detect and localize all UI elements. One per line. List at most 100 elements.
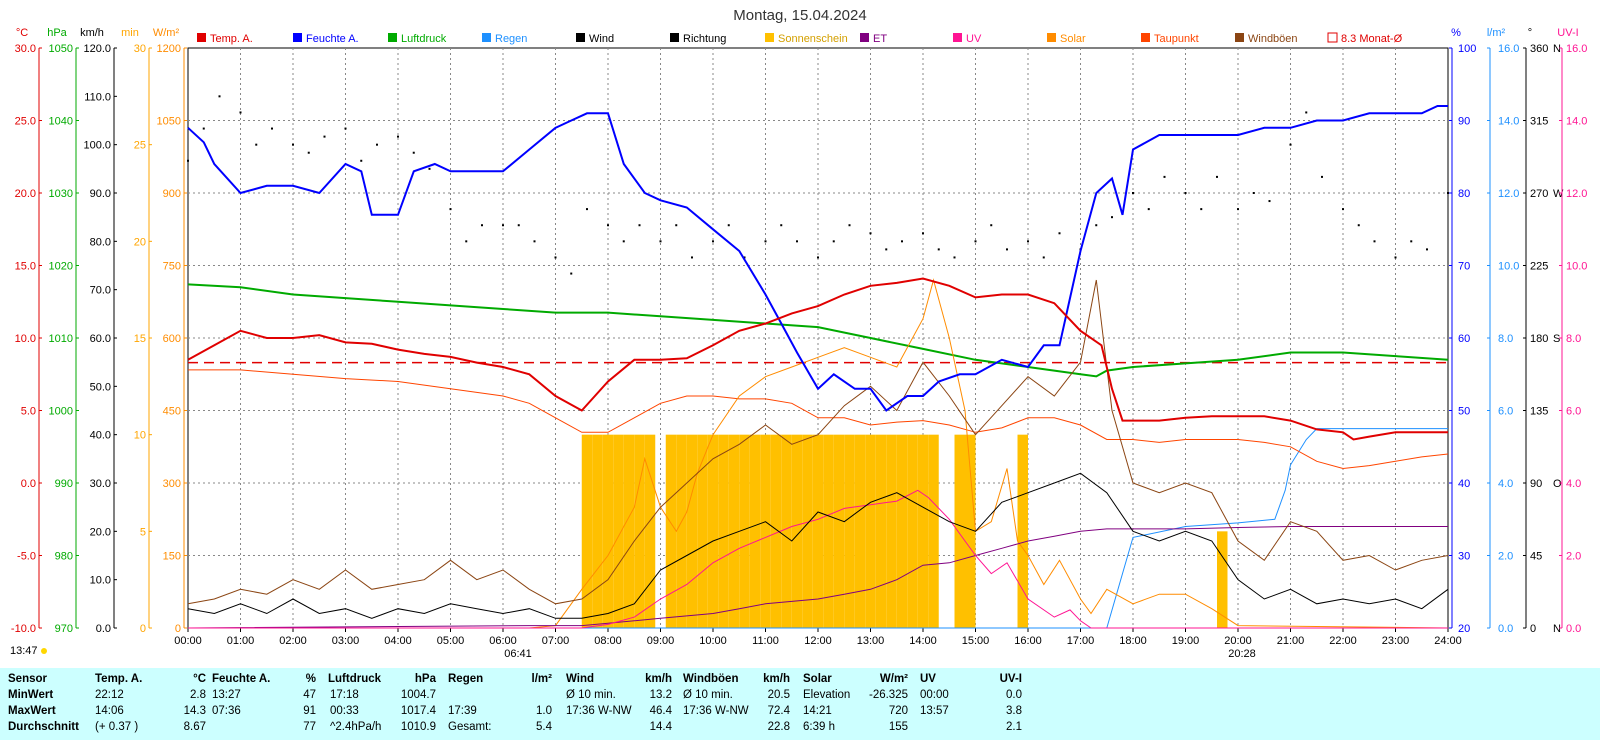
stats-cell-value: 8.67 bbox=[183, 721, 206, 733]
direction-point bbox=[1342, 208, 1344, 211]
direction-point bbox=[1042, 256, 1045, 259]
direction-point bbox=[1184, 192, 1187, 194]
axis-tick-label: 900 bbox=[163, 188, 181, 200]
legend-swatch bbox=[293, 33, 302, 42]
stats-cell-time: 6:39 h bbox=[803, 721, 835, 733]
series-feuchte-a bbox=[187, 105, 1448, 412]
stats-cell-value: 1017.4 bbox=[400, 705, 436, 717]
stats-group-unit: km/h bbox=[763, 673, 790, 685]
direction-point bbox=[817, 256, 819, 259]
compass-label: W bbox=[1553, 188, 1564, 200]
legend-item: Luftdruck bbox=[388, 33, 447, 45]
direction-point bbox=[922, 232, 924, 235]
axis-tick-label: 180 bbox=[1530, 333, 1548, 345]
stats-cell-value: 1004.7 bbox=[400, 689, 436, 701]
stats-cell-value: 155 bbox=[888, 721, 908, 733]
stats-group-unit: hPa bbox=[414, 673, 436, 685]
direction-point bbox=[1426, 248, 1428, 251]
x-tick-label: 19:00 bbox=[1172, 635, 1200, 647]
stats-cell-value: 0.0 bbox=[1006, 689, 1022, 701]
x-tick-label: 22:00 bbox=[1329, 635, 1357, 647]
direction-point bbox=[271, 127, 273, 130]
sunshine-bar bbox=[770, 434, 782, 628]
legend-item: Regen bbox=[482, 33, 527, 45]
stats-cell-time: 22:12 bbox=[95, 689, 124, 701]
legend-label: Feuchte A. bbox=[306, 33, 359, 45]
legend-label: 8.3 Monat-Ø bbox=[1341, 33, 1403, 45]
direction-point bbox=[1027, 240, 1029, 243]
direction-point bbox=[937, 248, 940, 251]
sunshine-bar bbox=[728, 434, 740, 628]
direction-point bbox=[1006, 248, 1008, 251]
sunshine-bar bbox=[781, 434, 792, 628]
axis-unit: W/m² bbox=[153, 27, 180, 39]
stats-cell-value: 72.4 bbox=[767, 705, 790, 717]
axis-tick-label: 970 bbox=[55, 623, 73, 635]
legend-item: Windböen bbox=[1235, 33, 1298, 45]
sunshine-bar bbox=[812, 434, 824, 628]
legend-label: Temp. A. bbox=[210, 33, 253, 45]
series-luftdruck bbox=[187, 283, 1449, 378]
axis-tick-label: 2.0 bbox=[1498, 551, 1513, 563]
compass-label: S bbox=[1553, 333, 1560, 345]
direction-point bbox=[1410, 240, 1413, 243]
axis-unit: km/h bbox=[80, 27, 104, 39]
x-tick-label: 04:00 bbox=[384, 635, 412, 647]
series-regen bbox=[188, 428, 1448, 629]
stats-group-title: Feuchte A. bbox=[212, 673, 271, 685]
x-tick-label: 20:00 bbox=[1224, 635, 1252, 647]
direction-point bbox=[1095, 224, 1098, 227]
x-tick-label: 05:00 bbox=[437, 635, 465, 647]
x-tick-label: 03:00 bbox=[332, 635, 360, 647]
axis-tick-label: 15 bbox=[134, 333, 146, 345]
sunshine-bar bbox=[760, 434, 771, 628]
axis-tick-label: 10.0 bbox=[90, 575, 111, 587]
x-tick-label: 13:00 bbox=[857, 635, 885, 647]
sunshine-bar bbox=[954, 434, 965, 628]
axis-tick-label: 4.0 bbox=[1498, 478, 1513, 490]
sunshine-bar bbox=[707, 434, 719, 628]
legend-swatch bbox=[1047, 33, 1056, 42]
series-taupunkt bbox=[188, 369, 1449, 470]
x-tick-label: 14:00 bbox=[909, 635, 937, 647]
stats-group-unit: W/m² bbox=[879, 673, 908, 685]
axis-tick-label: 1000 bbox=[49, 406, 73, 418]
direction-point bbox=[659, 240, 662, 243]
x-tick-label: 16:00 bbox=[1014, 635, 1042, 647]
axis-tick-label: 1050 bbox=[49, 43, 73, 55]
stats-cell-time: Gesamt: bbox=[448, 721, 492, 733]
axis-tick-label: 50.0 bbox=[90, 381, 111, 393]
stats-row-label: MinWert bbox=[8, 689, 54, 701]
sunshine-bar bbox=[896, 434, 908, 628]
direction-point bbox=[622, 240, 625, 243]
stats-cell-time: 13:27 bbox=[212, 689, 241, 701]
legend-label: ET bbox=[873, 33, 887, 45]
legend-item: Richtung bbox=[670, 33, 726, 45]
axis-tick-label: 300 bbox=[163, 478, 181, 490]
sunshine-bar bbox=[581, 434, 593, 628]
axis-tick-label: 980 bbox=[55, 551, 73, 563]
series-temp-a bbox=[187, 277, 1448, 441]
direction-point bbox=[376, 143, 378, 146]
legend-swatch bbox=[670, 33, 679, 42]
axis-tick-label: 12.0 bbox=[1566, 188, 1587, 200]
sunshine-bar bbox=[665, 434, 677, 628]
axis-tick-label: 10 bbox=[134, 430, 146, 442]
x-tick-label: 08:00 bbox=[594, 635, 622, 647]
series-solar bbox=[188, 278, 1449, 629]
x-tick-label: 06:00 bbox=[489, 635, 517, 647]
axes: °C -10.0 -5.0 0.0 5.0 10.0 15.0 20.0 25.0 30.0 hPa… bbox=[11, 27, 1588, 635]
x-tick-label: 12:00 bbox=[804, 635, 832, 647]
axis-tick-label: 70.0 bbox=[90, 285, 111, 297]
direction-point bbox=[1373, 240, 1376, 243]
axis-tick-label: 70 bbox=[1458, 261, 1470, 273]
stats-group-title: Temp. A. bbox=[95, 673, 143, 685]
axis-tick-label: 1040 bbox=[49, 116, 73, 128]
stats-cell-time: 17:18 bbox=[330, 689, 359, 701]
axis-tick-label: 10.0 bbox=[1498, 261, 1519, 273]
legend-label: Sonnenschein bbox=[778, 33, 848, 45]
x-tick-label: 10:00 bbox=[699, 635, 727, 647]
axis-tick-label: 4.0 bbox=[1566, 478, 1581, 490]
legend-item: Wind bbox=[576, 33, 614, 45]
stats-cell-time: 14:21 bbox=[803, 705, 832, 717]
